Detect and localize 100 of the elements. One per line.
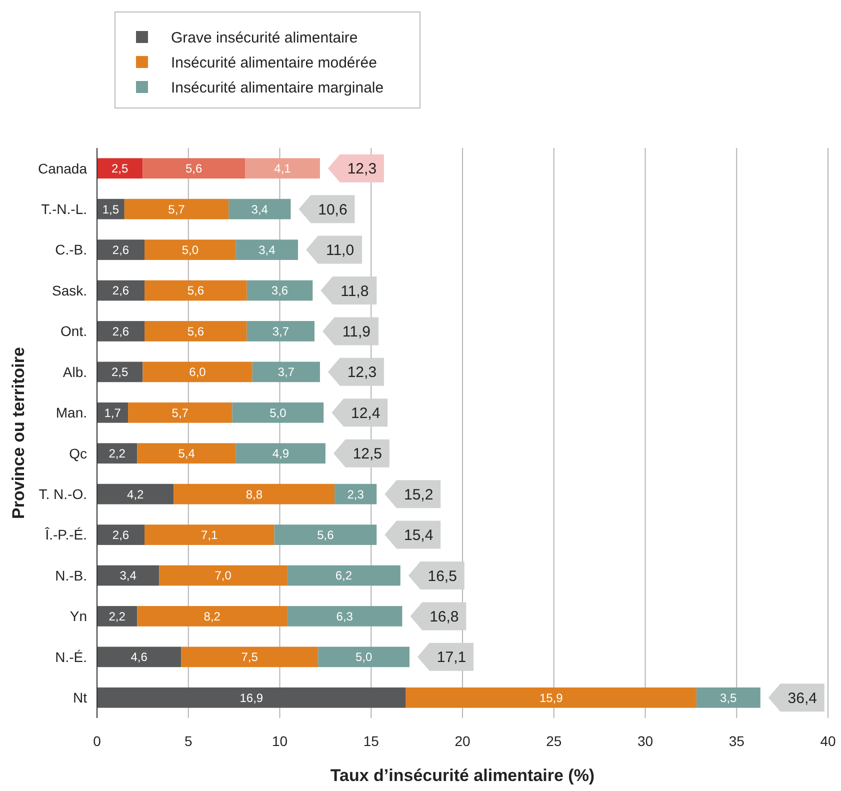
data-label: 4,6 [130, 650, 148, 664]
data-label: 1,5 [102, 202, 120, 216]
data-label: 5,0 [270, 406, 287, 420]
bar [137, 443, 236, 464]
y-tick-label: Î.-P.-É. [44, 526, 87, 543]
bar [287, 565, 400, 586]
bar [142, 362, 252, 382]
x-tick-label: 0 [93, 733, 102, 749]
data-label: 2,6 [112, 284, 130, 298]
bar [97, 402, 128, 423]
data-label: 8,8 [246, 487, 263, 502]
data-label: 5,0 [355, 650, 372, 664]
bar [142, 158, 246, 179]
bar [97, 321, 145, 342]
data-label: 8,2 [204, 609, 221, 624]
data-label: 3,7 [272, 324, 290, 338]
data-label: 5,6 [317, 528, 334, 542]
y-tick-label: Man. [56, 404, 87, 421]
bar [174, 484, 335, 504]
bar [144, 321, 247, 342]
bar [97, 524, 145, 545]
data-label: 5,6 [187, 324, 204, 338]
total-label: 11,8 [340, 282, 369, 300]
bar [252, 362, 320, 382]
data-label: 7,5 [241, 650, 258, 664]
total-label: 17,1 [436, 649, 466, 666]
data-label: 3,5 [720, 690, 738, 705]
y-tick-label: Qc [69, 445, 87, 462]
x-axis-title: Taux d’insécurité alimentaire (%) [330, 766, 595, 785]
bar [97, 565, 160, 586]
bar [181, 646, 318, 668]
bar [236, 443, 326, 464]
data-label: 5,0 [182, 242, 199, 257]
bar [97, 280, 145, 301]
y-tick-label: Yn [70, 608, 87, 624]
data-label: 2,6 [112, 324, 130, 338]
data-label: 2,2 [108, 609, 126, 624]
data-label: 3,4 [120, 568, 137, 583]
data-label: 3,6 [271, 284, 288, 298]
bar [406, 687, 696, 708]
data-label: 2,6 [112, 528, 130, 542]
bar [144, 280, 247, 301]
total-label: 11,0 [326, 242, 354, 260]
bar [128, 402, 232, 423]
x-tick-label: 25 [546, 733, 562, 749]
bar [274, 524, 377, 545]
bar [246, 280, 313, 301]
data-label: 4,9 [272, 446, 290, 461]
bar [287, 606, 402, 626]
bar [318, 646, 410, 668]
data-label: 2,2 [108, 446, 126, 461]
data-label: 2,6 [112, 242, 130, 257]
data-label: 2,5 [112, 162, 129, 176]
bar [159, 565, 288, 586]
bar [97, 646, 182, 668]
bar [97, 240, 145, 260]
data-label: 3,4 [251, 202, 268, 216]
bar [236, 240, 298, 260]
x-tick-label: 20 [454, 733, 470, 749]
data-label: 5,7 [172, 406, 189, 420]
legend-label: Insécurité alimentaire modérée [171, 54, 377, 72]
bar [246, 321, 314, 342]
bar [124, 198, 229, 220]
y-tick-label: Sask. [52, 282, 87, 298]
bar [228, 198, 291, 220]
y-tick-label: T. N.-O. [38, 486, 87, 502]
data-label: 16,9 [240, 690, 264, 705]
data-label: 5,7 [168, 202, 186, 216]
data-label: 2,3 [347, 487, 364, 502]
y-tick-label: N.-B. [55, 567, 87, 584]
total-label: 36,4 [788, 690, 817, 707]
data-label: 6,0 [189, 365, 206, 380]
x-tick-label: 35 [728, 733, 745, 749]
bar [144, 524, 274, 545]
y-tick-label: Alb. [62, 364, 87, 380]
data-label: 3,7 [278, 365, 295, 380]
bar [232, 402, 324, 423]
data-label: 2,5 [112, 365, 129, 380]
x-tick-label: 40 [820, 733, 836, 749]
y-tick-label: T.-N.-L. [41, 200, 87, 217]
data-label: 7,1 [201, 528, 218, 542]
total-label: 16,5 [428, 568, 457, 585]
data-label: 7,0 [214, 568, 232, 583]
data-label: 1,7 [104, 406, 122, 420]
bar [97, 158, 143, 179]
total-label: 11,9 [342, 323, 371, 340]
total-label: 16,8 [430, 608, 459, 626]
y-tick-label: C.-B. [55, 242, 87, 258]
bar [144, 240, 236, 260]
data-label: 5,6 [186, 162, 203, 176]
legend-label: Grave insécurité alimentaire [171, 29, 358, 46]
total-label: 15,2 [404, 486, 434, 504]
data-label: 5,4 [178, 446, 196, 461]
data-label: 6,2 [335, 568, 352, 583]
bar [696, 687, 760, 708]
data-label: 15,9 [539, 690, 564, 705]
y-tick-label: Ont. [60, 323, 87, 340]
data-label: 5,6 [187, 284, 204, 298]
data-label: 4,1 [274, 162, 292, 176]
total-label: 12,4 [351, 404, 380, 422]
